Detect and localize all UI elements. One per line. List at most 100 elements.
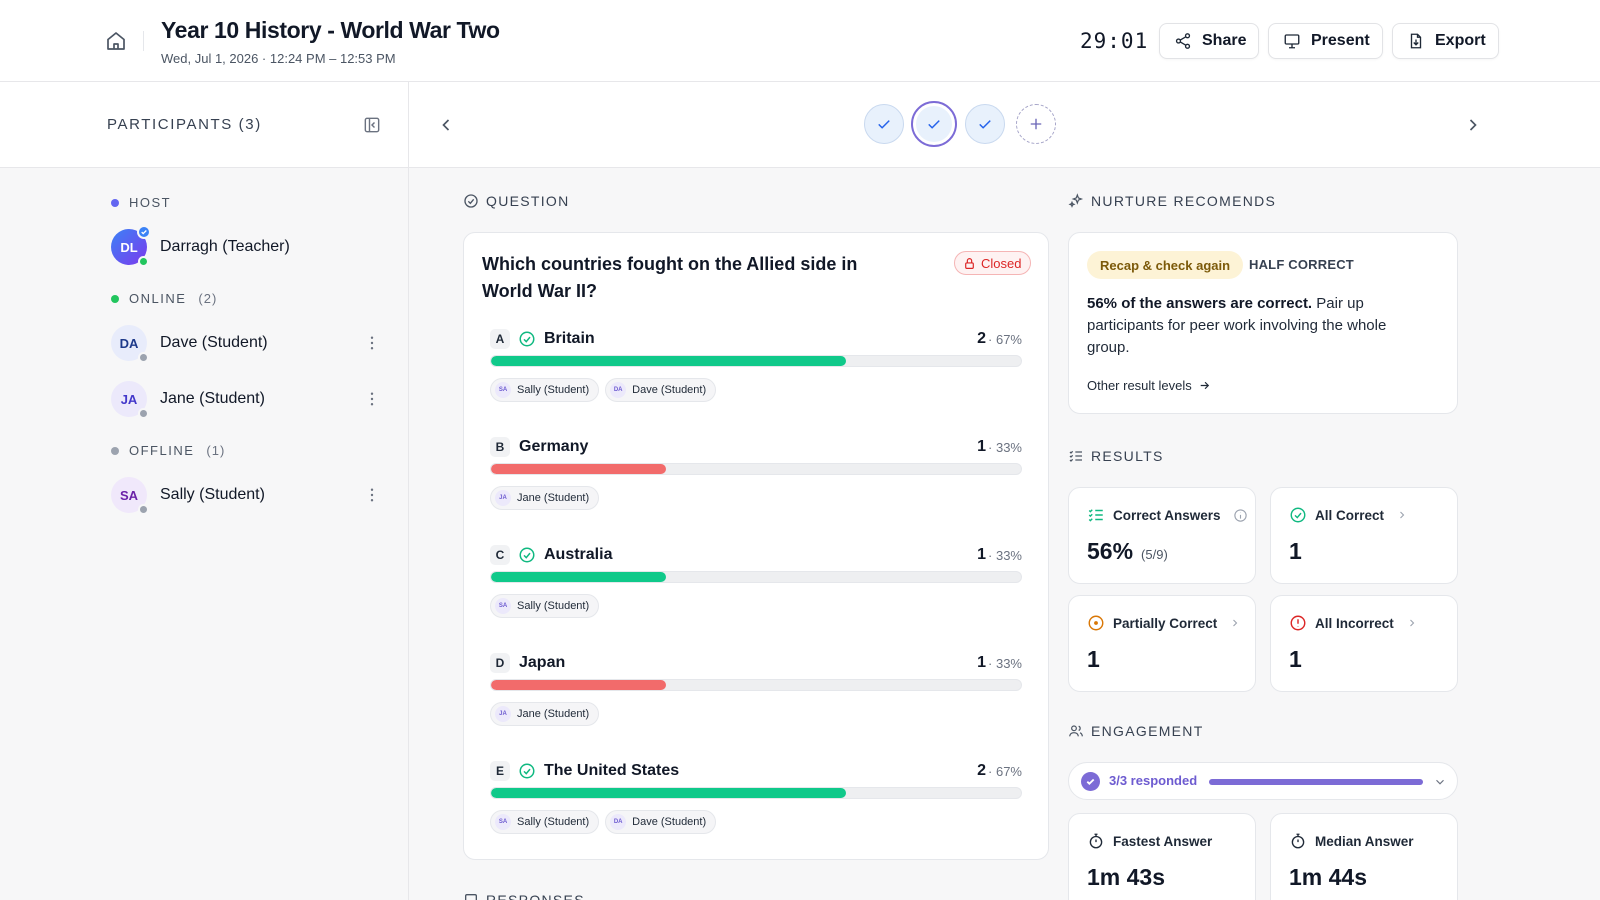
answer-option-d: D Japan 1 · 33% JA Jane (Student) [490, 653, 1022, 733]
participant-host[interactable]: DL Darragh (Teacher) [111, 225, 381, 267]
responded-dropdown[interactable]: 3/3 responded [1068, 762, 1458, 800]
participant-dave[interactable]: DA Dave (Student) [111, 325, 381, 363]
correct-check-icon [519, 331, 535, 347]
option-text: Germany [519, 438, 589, 455]
option-bar [490, 571, 1022, 583]
info-icon[interactable] [1233, 508, 1248, 523]
stat-label: All Correct [1315, 507, 1385, 523]
recommendation-highlight: 56% of the answers are correct. [1087, 295, 1313, 312]
add-question-button[interactable] [1016, 104, 1056, 144]
check-icon [878, 120, 890, 129]
stat-value: 1m 43s [1087, 864, 1166, 890]
all-correct-card[interactable]: All Correct 1 [1270, 487, 1458, 584]
option-percent: · 33% [988, 656, 1022, 671]
participants-title: PARTICIPANTS (3) [107, 116, 262, 133]
more-options-icon[interactable] [363, 486, 381, 504]
chip-label: Dave (Student) [632, 384, 707, 396]
avatar-initials: SA [119, 487, 139, 503]
respondent-chips: SA Sally (Student) [490, 594, 600, 618]
export-label: Export [1435, 32, 1486, 49]
partially-correct-card[interactable]: Partially Correct 1 [1068, 595, 1256, 692]
avatar-initials: DA [119, 335, 139, 351]
option-text: Britain [544, 330, 595, 347]
offline-count: (1) [206, 443, 226, 458]
other-result-levels-link[interactable]: Other result levels [1087, 378, 1211, 393]
offline-group-label: OFFLINE (1) [111, 443, 225, 458]
respondent-chip[interactable]: SA Sally (Student) [490, 594, 600, 618]
export-button[interactable]: Export [1392, 23, 1499, 59]
option-letter: A [490, 329, 510, 349]
option-text: Australia [544, 546, 613, 563]
sparkle-icon [1068, 193, 1084, 208]
option-letter: E [490, 761, 510, 781]
share-button[interactable]: Share [1159, 23, 1260, 59]
respondent-chip[interactable]: SA Sally (Student) [490, 810, 600, 834]
more-options-icon[interactable] [363, 390, 381, 408]
responded-progress-fill [1209, 779, 1423, 785]
option-letter: C [490, 545, 510, 565]
chevron-right-icon [1409, 619, 1415, 627]
online-label: ONLINE [129, 291, 187, 306]
option-letter: D [490, 653, 510, 673]
more-options-icon[interactable] [363, 334, 381, 352]
present-button[interactable]: Present [1268, 23, 1383, 59]
home-icon[interactable] [104, 29, 128, 53]
offline-label: OFFLINE [129, 443, 195, 458]
respondent-chip[interactable]: JA Jane (Student) [490, 702, 600, 726]
stat-label: Fastest Answer [1113, 833, 1213, 849]
question-section-label: QUESTION [463, 193, 570, 209]
stat-header: Fastest Answer [1087, 832, 1212, 850]
offline-dot [111, 446, 119, 455]
check-icon [1081, 772, 1100, 791]
check-icon [979, 120, 991, 129]
answer-option-b: B Germany 1 · 33% JA Jane (Student) [490, 437, 1022, 517]
results-section-label: RESULTS [1068, 448, 1164, 464]
recommends-label: NURTURE RECOMENDS [1091, 193, 1277, 209]
session-timer: 29:01 [1080, 29, 1149, 53]
question-2-button[interactable] [911, 101, 957, 147]
lock-icon [965, 257, 974, 269]
median-answer-card: Median Answer 1m 44s [1270, 813, 1458, 900]
respondent-chip[interactable]: DA Dave (Student) [605, 810, 717, 834]
option-count: 1 [977, 546, 986, 563]
stat-header: All Incorrect [1289, 614, 1418, 632]
arrow-right-icon [1200, 381, 1209, 390]
option-percent: · 67% [988, 332, 1022, 347]
respondent-chip[interactable]: JA Jane (Student) [490, 486, 600, 510]
recommendation-card: Recap & check again HALF CORRECT 56% of … [1068, 232, 1458, 414]
all-incorrect-card[interactable]: All Incorrect 1 [1270, 595, 1458, 692]
avatar: SA [111, 477, 149, 515]
respondent-chip[interactable]: DA Dave (Student) [605, 378, 717, 402]
chevron-right-icon[interactable] [1463, 115, 1483, 135]
question-3-button[interactable] [965, 104, 1005, 144]
chip-avatar: DA [610, 382, 627, 398]
chip-avatar: JA [495, 490, 511, 506]
stat-value: 1 [1289, 538, 1302, 564]
stat-value: 1 [1289, 646, 1302, 672]
respondent-chip[interactable]: SA Sally (Student) [490, 378, 600, 402]
question-1-button[interactable] [864, 104, 904, 144]
avatar-initials: DL [120, 239, 138, 255]
session-time: Wed, Jul 1, 2026 · 12:24 PM – 12:53 PM [161, 51, 396, 66]
chevron-down-icon [1436, 779, 1444, 785]
status-dot [138, 352, 149, 363]
collapse-sidebar-icon[interactable] [362, 115, 382, 135]
online-group-label: ONLINE (2) [111, 291, 217, 306]
host-group-label: HOST [111, 195, 171, 210]
status-text: Closed [981, 255, 1022, 271]
stat-header: Partially Correct [1087, 614, 1241, 632]
question-navigator [409, 82, 1600, 168]
online-dot [111, 294, 119, 303]
participant-sally[interactable]: SA Sally (Student) [111, 477, 381, 515]
option-bar-fill [491, 680, 666, 690]
page-title: Year 10 History - World War Two [161, 17, 500, 43]
online-status-dot [138, 256, 149, 267]
participant-jane[interactable]: JA Jane (Student) [111, 381, 381, 419]
chevron-left-icon[interactable] [436, 115, 456, 135]
recommendation-detail: Pair up participants for peer work invol… [1087, 295, 1387, 356]
check-circle-icon [464, 194, 478, 208]
option-bar-fill [491, 572, 666, 582]
stat-label: Median Answer [1315, 833, 1414, 849]
share-label: Share [1202, 32, 1247, 49]
correct-percent: 56% [1087, 538, 1134, 564]
